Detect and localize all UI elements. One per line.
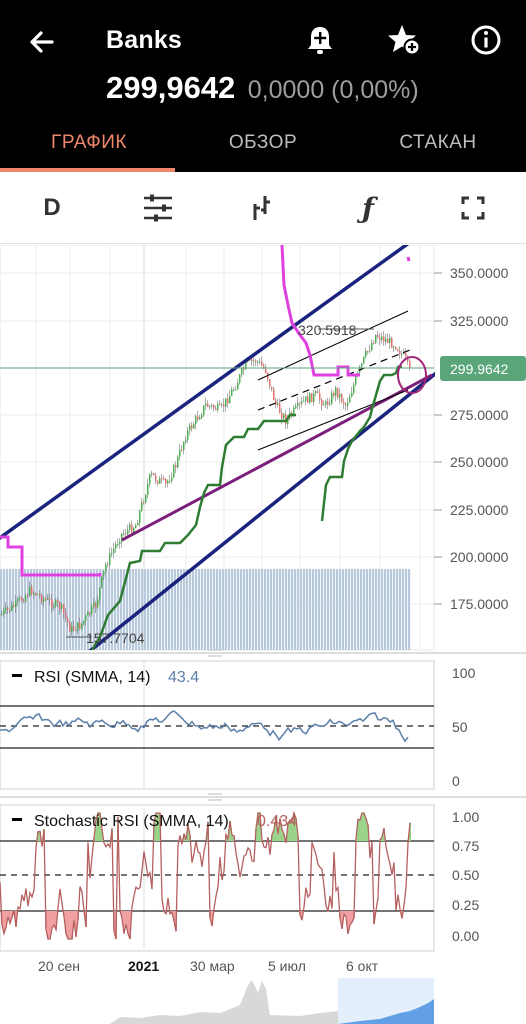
function-icon[interactable]: ƒ	[361, 191, 375, 225]
time-axis-label: 2021	[128, 958, 159, 974]
stoch-value: 0.434	[257, 813, 297, 830]
stoch-panel-frame	[0, 804, 435, 952]
stoch-collapse-icon[interactable]	[12, 818, 22, 821]
rsi-axis-label: 100	[452, 665, 476, 681]
interval-button[interactable]: D	[43, 194, 61, 221]
magenta-stop-line	[0, 535, 102, 577]
indicator-lines	[0, 245, 440, 675]
rsi-collapse-icon[interactable]	[12, 674, 22, 677]
rsi-line	[0, 710, 409, 743]
active-tab-indicator	[0, 168, 175, 172]
rsi-panel-frame	[0, 660, 435, 790]
rsi-plot	[0, 661, 434, 789]
price-tag-label: 299.9642	[450, 361, 509, 377]
highlight-circle[interactable]	[397, 356, 427, 394]
tab-chart[interactable]: ГРАФИК	[51, 132, 127, 153]
rsi-axis-label: 50	[452, 719, 468, 735]
time-axis-label: 30 мар	[190, 958, 235, 974]
panel-drag-handle-icon[interactable]	[208, 649, 222, 657]
chart-area[interactable]: 320.5918 157.7704 350.0000 325.0000 275.…	[0, 244, 526, 1024]
channel-lower-thin[interactable]	[257, 389, 409, 451]
trend-channel-upper[interactable]	[0, 245, 420, 545]
time-axis-label: 6 окт	[346, 958, 379, 974]
price-candles	[1, 330, 411, 636]
chart-toolbar: D ƒ	[0, 172, 526, 244]
price-change: 0,0000 (0,00%)	[247, 76, 419, 104]
rsi-label: RSI (SMMA, 14)	[34, 669, 150, 686]
tab-overview[interactable]: ОБЗОР	[228, 132, 298, 153]
current-price: 299,9642	[106, 70, 236, 105]
app-header: Banks 299,9642 0,0000 (0,00%) ГРАФИК ОБЗ…	[0, 0, 526, 172]
purple-trend-line[interactable]	[121, 373, 433, 542]
fullscreen-icon[interactable]	[453, 188, 493, 228]
settings-sliders-icon[interactable]	[138, 188, 178, 228]
rsi-value: 43.4	[168, 669, 199, 686]
price-axis-label: 250.0000	[450, 454, 509, 470]
back-arrow-icon[interactable]	[22, 22, 62, 62]
panel-drag-handle-icon[interactable]	[208, 793, 222, 801]
channel-middle-dashed[interactable]	[257, 349, 411, 411]
low-annotation: 157.7704	[86, 630, 145, 646]
price-axis-label: 275.0000	[450, 407, 509, 423]
high-annotation: 320.5918	[298, 322, 357, 338]
time-axis-label: 5 июл	[268, 958, 306, 974]
range-navigator[interactable]	[0, 978, 526, 1024]
green-stop-line	[90, 413, 296, 650]
chart-type-icon[interactable]	[243, 188, 283, 228]
stoch-rsi-line	[0, 810, 411, 940]
stoch-axis-label: 0.50	[452, 867, 479, 883]
green-stop-line	[320, 365, 402, 522]
tab-order-book[interactable]: СТАКАН	[399, 132, 477, 153]
stoch-axis-label: 0.75	[452, 838, 479, 854]
price-axis-label: 225.0000	[450, 502, 509, 518]
stoch-label: Stochastic RSI (SMMA, 14)	[34, 813, 229, 830]
stoch-axis-label: 0.25	[452, 897, 479, 913]
time-axis[interactable]: 20 сен 2021 30 мар 5 июл 6 окт	[38, 958, 379, 974]
time-axis-label: 20 сен	[38, 958, 80, 974]
price-axis[interactable]: 350.0000 325.0000 275.0000 250.0000 225.…	[434, 265, 509, 612]
info-icon[interactable]	[466, 20, 506, 60]
add-alert-bell-icon[interactable]	[300, 20, 340, 60]
price-line: 299,9642 0,0000 (0,00%)	[106, 70, 419, 106]
rsi-axis-label: 0	[452, 773, 460, 789]
stoch-axis-label: 1.00	[452, 809, 479, 825]
price-axis-label: 200.0000	[450, 549, 509, 565]
trend-channel-lower[interactable]	[60, 370, 440, 675]
page-title: Banks	[106, 26, 183, 54]
stoch-axis-label: 0.00	[452, 928, 479, 944]
price-axis-label: 350.0000	[450, 265, 509, 281]
price-axis-label: 325.0000	[450, 313, 509, 329]
tab-bar: ГРАФИК ОБЗОР СТАКАН	[0, 118, 526, 172]
stoch-plot	[0, 807, 434, 949]
price-tag: 299.9642	[440, 356, 526, 381]
add-favorite-star-icon[interactable]	[384, 20, 424, 60]
magenta-stop-line	[280, 245, 360, 377]
price-axis-label: 175.0000	[450, 596, 509, 612]
volume-bars	[0, 569, 411, 650]
magenta-stop-line	[406, 256, 411, 262]
